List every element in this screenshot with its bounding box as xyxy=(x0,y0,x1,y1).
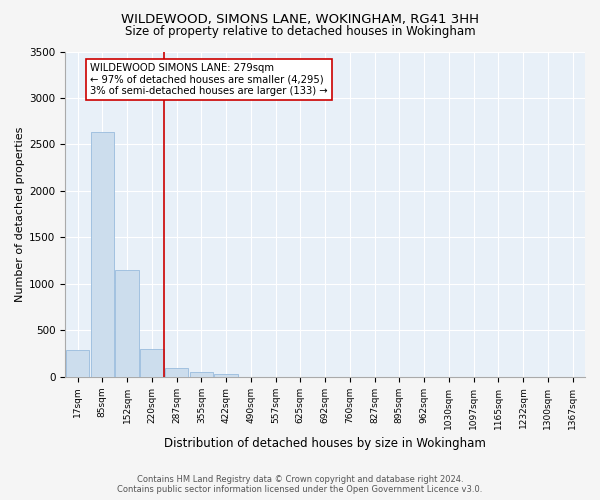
Bar xyxy=(140,349,164,377)
Bar xyxy=(165,368,188,377)
Text: Contains HM Land Registry data © Crown copyright and database right 2024.
Contai: Contains HM Land Registry data © Crown c… xyxy=(118,474,482,494)
Bar xyxy=(214,374,238,377)
Bar xyxy=(115,270,139,377)
Bar xyxy=(91,132,114,377)
Text: Size of property relative to detached houses in Wokingham: Size of property relative to detached ho… xyxy=(125,25,475,38)
Y-axis label: Number of detached properties: Number of detached properties xyxy=(15,126,25,302)
Text: WILDEWOOD SIMONS LANE: 279sqm
← 97% of detached houses are smaller (4,295)
3% of: WILDEWOOD SIMONS LANE: 279sqm ← 97% of d… xyxy=(90,62,328,96)
X-axis label: Distribution of detached houses by size in Wokingham: Distribution of detached houses by size … xyxy=(164,437,486,450)
Text: WILDEWOOD, SIMONS LANE, WOKINGHAM, RG41 3HH: WILDEWOOD, SIMONS LANE, WOKINGHAM, RG41 … xyxy=(121,12,479,26)
Bar xyxy=(66,350,89,377)
Bar xyxy=(190,372,213,377)
